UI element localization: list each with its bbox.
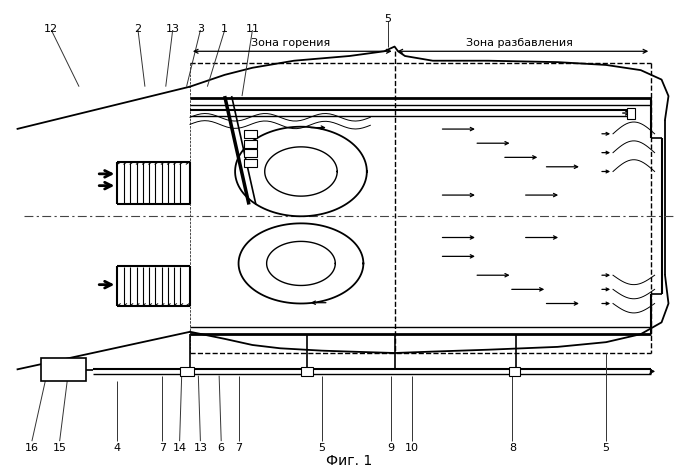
Text: 15: 15 (52, 442, 66, 452)
Text: Зона горения: Зона горения (251, 38, 330, 48)
Text: 7: 7 (235, 442, 242, 452)
Text: 9: 9 (387, 442, 395, 452)
Text: 5: 5 (318, 442, 325, 452)
Text: 14: 14 (173, 442, 187, 452)
Bar (244, 140, 257, 149)
Bar (244, 131, 257, 139)
Bar (509, 367, 520, 376)
Text: 2: 2 (134, 24, 142, 34)
Text: 5: 5 (384, 14, 391, 24)
Text: 13: 13 (166, 24, 180, 34)
Text: 8: 8 (509, 442, 516, 452)
Text: 10: 10 (405, 442, 419, 452)
Text: Зона разбавления: Зона разбавления (466, 38, 573, 48)
Bar (627, 109, 635, 119)
Text: 6: 6 (217, 442, 224, 452)
Text: 7: 7 (159, 442, 166, 452)
Bar (180, 367, 194, 376)
Text: 4: 4 (114, 442, 121, 452)
Bar (244, 159, 257, 168)
Text: Фиг. 1: Фиг. 1 (326, 453, 373, 467)
Text: 1: 1 (221, 24, 228, 34)
Text: 5: 5 (603, 442, 610, 452)
Text: 11: 11 (245, 24, 259, 34)
Bar (301, 367, 313, 376)
Text: 3: 3 (197, 24, 204, 34)
Text: 16: 16 (25, 442, 39, 452)
Bar (244, 150, 257, 158)
Text: 12: 12 (44, 24, 59, 34)
Text: 13: 13 (194, 442, 208, 452)
Bar (41, 358, 86, 381)
